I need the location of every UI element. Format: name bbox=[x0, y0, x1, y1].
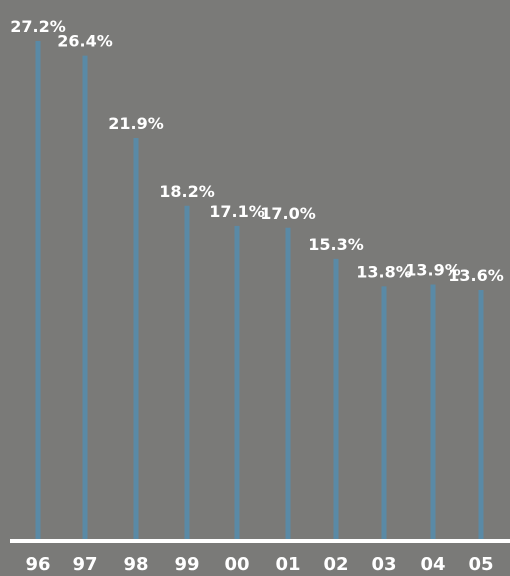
value-labels-group: 27.2%26.4% 21.9% 18.2%17.1%17.0% 15.3% 13.8%… bbox=[10, 17, 504, 285]
value-label-99: 18.2% bbox=[159, 182, 215, 201]
x-tick-label-00: 00 bbox=[224, 554, 249, 575]
x-tick-label-98: 98 bbox=[123, 554, 148, 575]
bar-03 bbox=[381, 286, 387, 539]
bar-98 bbox=[133, 138, 139, 540]
bar-04 bbox=[430, 284, 436, 539]
value-label-96: 27.2% bbox=[10, 17, 66, 36]
value-label-01: 17.0% bbox=[260, 204, 316, 223]
x-tick-label-03: 03 bbox=[371, 554, 396, 575]
value-label-00: 17.1% bbox=[209, 202, 265, 221]
x-axis-baseline bbox=[10, 539, 510, 543]
value-label-98: 21.9% bbox=[108, 114, 164, 133]
value-label-03: 13.8% bbox=[356, 262, 412, 281]
bar-97 bbox=[82, 55, 88, 539]
x-tick-label-01: 01 bbox=[275, 554, 300, 575]
value-label-02: 15.3% bbox=[308, 235, 364, 254]
x-tick-label-02: 02 bbox=[323, 554, 348, 575]
bar-96 bbox=[35, 41, 41, 539]
bars-group bbox=[35, 41, 484, 540]
value-label-04: 13.9% bbox=[405, 261, 461, 280]
x-tick-label-99: 99 bbox=[174, 554, 199, 575]
bar-02 bbox=[333, 258, 339, 539]
bar-99 bbox=[184, 205, 190, 539]
x-tick-label-04: 04 bbox=[420, 554, 445, 575]
value-label-97: 26.4% bbox=[57, 32, 113, 51]
bar-00 bbox=[234, 225, 240, 539]
x-tick-label-97: 97 bbox=[72, 554, 97, 575]
value-label-05: 13.6% bbox=[448, 266, 504, 285]
x-tick-label-96: 96 bbox=[25, 554, 50, 575]
x-tick-label-05: 05 bbox=[468, 554, 493, 575]
bar-01 bbox=[285, 227, 291, 539]
x-tick-labels-group: 96 97 98 99 00 01 02 03 04 05 bbox=[25, 554, 493, 575]
bar-05 bbox=[478, 290, 484, 539]
